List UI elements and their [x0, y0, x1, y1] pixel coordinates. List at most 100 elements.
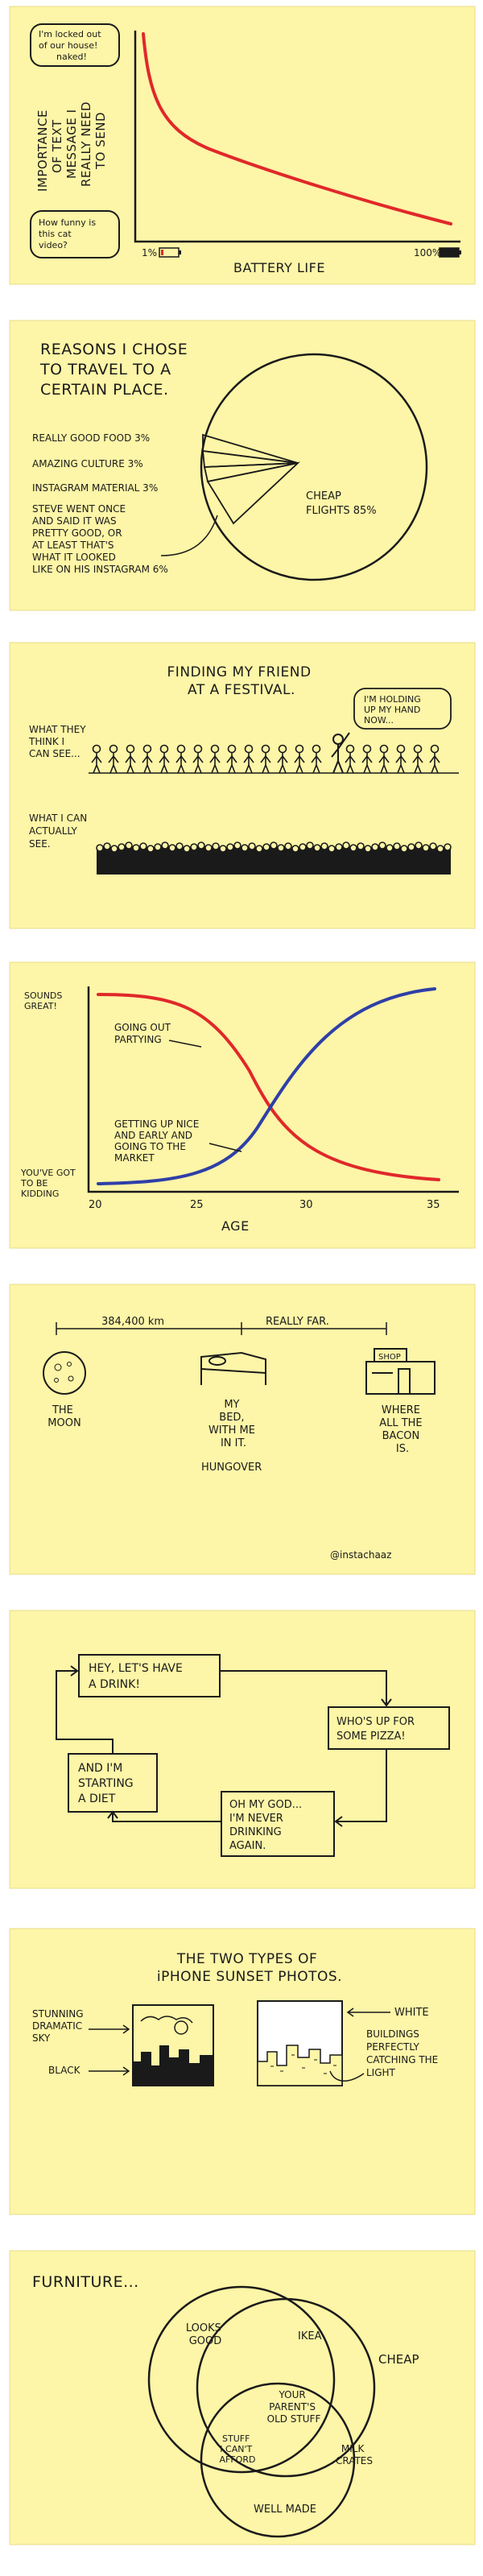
crowd-head: [103, 842, 111, 850]
crowd-head: [328, 845, 336, 853]
crowd-head: [386, 844, 394, 852]
bubble-top-line: I'm locked out: [39, 29, 101, 39]
sticky-note: [9, 1284, 476, 1575]
bubble-bottom-line: How funny is: [39, 217, 96, 228]
label-partying: GOING OUT PARTYING: [114, 1022, 174, 1045]
crowd-head: [371, 843, 379, 851]
crowd-head: [349, 844, 357, 852]
panel-sunset-photos: THE TWO TYPES OF iPHONE SUNSET PHOTOS. S…: [9, 1928, 476, 2215]
title: REASONS I CHOSE TO TRAVEL TO A CERTAIN P…: [39, 341, 193, 399]
bed-label: MY BED, WITH ME IN IT.: [208, 1399, 258, 1449]
steve-pointer: [160, 515, 218, 556]
venn-circle-well-made: [200, 2382, 356, 2538]
pie-label-cheap-flights: CHEAP FLIGHTS 85%: [306, 490, 377, 517]
bubble-top-line: of our house!: [39, 40, 97, 51]
crowd-head: [393, 842, 401, 850]
speech-bubble-bottom: [30, 210, 120, 258]
label-buildings: BUILDINGS PERFECTLY CATCHING THE LIGHT: [366, 2028, 441, 2078]
crowd-head: [444, 843, 452, 851]
panel-travel-reasons: REASONS I CHOSE TO TRAVEL TO A CERTAIN P…: [9, 320, 476, 611]
crowd-head: [175, 842, 184, 850]
bubble-top-line: naked!: [56, 52, 87, 62]
blue-curve-market: [97, 987, 436, 1185]
panel-cycle: HEY, LET'S HAVE A DRINK! WHO'S UP FOR SO…: [9, 1610, 476, 1889]
crowd-figure: [243, 744, 254, 774]
friend-figure: [331, 732, 350, 774]
x-axis-label: AGE: [221, 1218, 250, 1234]
pointer-arrow: [208, 1143, 242, 1152]
crowd-head: [400, 845, 408, 853]
box-never-again-line: AGAIN.: [229, 1840, 266, 1852]
crowd-head: [132, 844, 140, 852]
pie-label-food: REALLY GOOD FOOD 3%: [32, 432, 150, 444]
sticky-note: [9, 642, 476, 929]
venn-circle-right: [196, 2297, 376, 2478]
crowd-head: [436, 845, 444, 853]
photo-dramatic-sky: [132, 2004, 214, 2086]
title: FURNITURE...: [32, 2273, 139, 2291]
crowd-dense-heads: [96, 841, 452, 853]
really-far-label: REALLY FAR.: [266, 1316, 329, 1328]
distance-label: 384,400 km: [101, 1316, 164, 1328]
title-line: CERTAIN PLACE.: [40, 381, 169, 399]
panel-furniture-venn: FURNITURE... LOOKS GOOD IKEA CHEAP YOUR …: [9, 2250, 476, 2545]
crowd-head: [299, 843, 307, 851]
box-diet-line: A DIET: [78, 1792, 116, 1805]
crowd-head: [168, 844, 176, 852]
ikea-label: IKEA: [298, 2330, 322, 2342]
battery-empty-icon: [159, 247, 181, 258]
pie-wedges: [201, 433, 300, 525]
crowd-figure: [378, 744, 390, 774]
svg-text:OF TEXT: OF TEXT: [50, 119, 64, 173]
crowd-head: [110, 845, 118, 853]
crowd-head: [262, 843, 270, 851]
crowd-head: [306, 841, 314, 850]
panel-festival: FINDING MY FRIEND AT A FESTIVAL. WHAT TH…: [9, 642, 476, 929]
box-drink: [78, 1654, 221, 1697]
y-axis-label-line: REALLY NEED: [79, 101, 93, 187]
pie-circle: [200, 353, 428, 581]
svg-text:How funny is this cat: How funny is this cat video?: [39, 217, 99, 250]
crowd-head: [161, 841, 169, 850]
battery-full-icon: [439, 247, 461, 258]
red-curve: [142, 32, 452, 225]
looks-good-label: LOOKS GOOD: [186, 2322, 225, 2347]
title-line: REASONS I CHOSE: [40, 341, 188, 358]
x-tick: 20: [89, 1199, 102, 1211]
title: FINDING MY FRIEND AT A FESTIVAL.: [167, 664, 316, 698]
bed-icon: [200, 1351, 266, 1385]
label-actual: WHAT I CAN ACTUALLY SEE.: [29, 812, 90, 850]
crowd-figure: [361, 744, 373, 774]
crowd-head: [429, 842, 437, 850]
label-stunning-sky: STUNNING DRAMATIC SKY: [32, 2008, 86, 2044]
svg-text:20 25 30 35: 20 25 30 35: [89, 1199, 440, 1211]
moon-icon: [43, 1351, 86, 1395]
crowd-figure: [311, 744, 322, 774]
crowd-figure: [108, 744, 119, 774]
sticky-note: [9, 6, 476, 285]
box-never-again: [221, 1791, 335, 1857]
svg-text:REALLY NEED: REALLY NEED: [79, 101, 93, 187]
pie-label-culture: AMAZING CULTURE 3%: [32, 458, 143, 469]
crowd-head: [255, 845, 263, 853]
pointer-arrow: [168, 1040, 202, 1048]
author-handle: @instachaaz: [330, 1549, 391, 1561]
hungover-label: HUNGOVER: [201, 1462, 262, 1474]
x-axis-label: BATTERY LIFE: [233, 260, 325, 275]
box-drink-line: A DRINK!: [89, 1678, 140, 1691]
crowd-head: [226, 843, 234, 851]
title-line: TO TRAVEL TO A: [39, 361, 171, 378]
crowd-head: [342, 841, 350, 850]
crowd-figure: [142, 744, 153, 774]
svg-text:AND I'M STARTING A: AND I'M STARTING A DIET: [78, 1762, 137, 1805]
crowd-figure: [412, 744, 423, 774]
svg-text:I'M HOLDING UP MY HAND: I'M HOLDING UP MY HAND NOW...: [364, 694, 423, 726]
svg-text:TO SEND: TO SEND: [93, 112, 108, 170]
box-never-again-line: OH MY GOD...: [229, 1799, 302, 1811]
crowd-head: [183, 845, 191, 853]
well-made-label: WELL MADE: [254, 2504, 316, 2516]
bubble-bottom-line: this cat: [39, 229, 72, 239]
crowd-head: [277, 844, 285, 852]
box-diet-line: AND I'M: [78, 1762, 122, 1775]
